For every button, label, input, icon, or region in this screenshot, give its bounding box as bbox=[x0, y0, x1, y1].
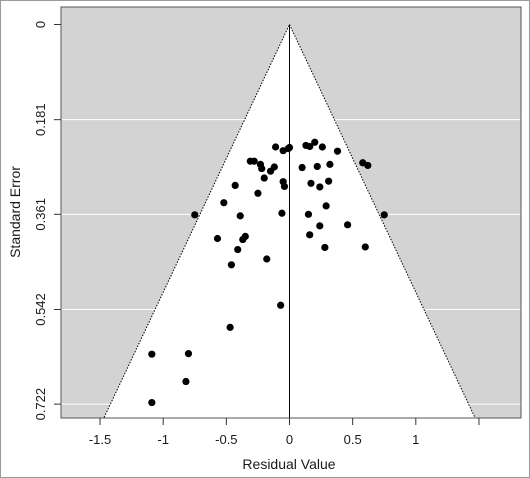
data-point-51 bbox=[148, 398, 156, 407]
data-point-17 bbox=[326, 160, 334, 168]
y-tick-label-4: 0.722 bbox=[33, 388, 48, 421]
data-point-19 bbox=[364, 161, 372, 170]
data-point-10 bbox=[250, 157, 258, 165]
y-tick-label-1: 0.181 bbox=[33, 103, 48, 136]
data-point-35 bbox=[316, 222, 324, 230]
data-point-29 bbox=[191, 211, 199, 219]
data-point-44 bbox=[227, 261, 236, 269]
data-point-40 bbox=[306, 231, 314, 239]
data-point-27 bbox=[220, 199, 228, 207]
y-axis-title: Standard Error bbox=[7, 166, 23, 258]
data-point-31 bbox=[278, 209, 286, 217]
data-point-50 bbox=[182, 377, 190, 386]
data-point-3 bbox=[285, 143, 294, 152]
data-point-21 bbox=[260, 174, 268, 182]
x-tick-label-2: -0.5 bbox=[215, 432, 237, 447]
data-point-34 bbox=[380, 211, 388, 219]
y-axis: 0 0.181 0.361 0.542 0.722 bbox=[33, 21, 61, 421]
x-axis-title: Residual Value bbox=[242, 456, 335, 472]
data-point-45 bbox=[263, 255, 271, 263]
data-point-7 bbox=[318, 143, 326, 151]
data-point-47 bbox=[226, 323, 234, 331]
data-points bbox=[148, 138, 388, 407]
data-point-37 bbox=[213, 234, 222, 243]
data-point-49 bbox=[184, 350, 193, 358]
x-tick-label-3: 0 bbox=[286, 432, 293, 447]
data-point-39 bbox=[241, 232, 249, 240]
x-tick-label-1: -1 bbox=[157, 432, 169, 447]
data-point-28 bbox=[254, 189, 262, 197]
data-point-12 bbox=[258, 164, 266, 173]
plot-area-border bbox=[60, 6, 522, 419]
data-point-14 bbox=[270, 163, 278, 171]
data-point-36 bbox=[343, 221, 352, 229]
data-point-0 bbox=[272, 143, 280, 151]
data-point-32 bbox=[304, 210, 313, 218]
data-point-8 bbox=[333, 147, 342, 155]
data-point-20 bbox=[231, 181, 239, 189]
data-point-15 bbox=[298, 163, 306, 172]
data-point-43 bbox=[361, 243, 369, 251]
x-tick-label-4: 0.5 bbox=[344, 432, 362, 447]
data-point-23 bbox=[280, 182, 289, 191]
data-point-6 bbox=[311, 138, 319, 146]
data-point-42 bbox=[321, 243, 329, 252]
data-point-16 bbox=[313, 162, 321, 171]
y-tick-label-0: 0 bbox=[33, 21, 48, 28]
data-point-33 bbox=[322, 202, 330, 210]
data-point-25 bbox=[316, 183, 324, 191]
data-point-5 bbox=[306, 142, 314, 151]
x-tick-label-0: -1.5 bbox=[89, 432, 111, 447]
data-point-24 bbox=[307, 179, 315, 187]
data-point-41 bbox=[234, 245, 242, 254]
data-point-46 bbox=[277, 301, 285, 309]
x-tick-label-5: 1 bbox=[412, 432, 419, 447]
data-point-30 bbox=[236, 212, 244, 220]
data-point-26 bbox=[325, 177, 333, 185]
y-tick-label-2: 0.361 bbox=[33, 198, 48, 231]
y-tick-label-3: 0.542 bbox=[33, 293, 48, 326]
x-axis: -1.5 -1 -0.5 0 0.5 1 bbox=[89, 418, 480, 447]
data-point-48 bbox=[148, 350, 156, 358]
